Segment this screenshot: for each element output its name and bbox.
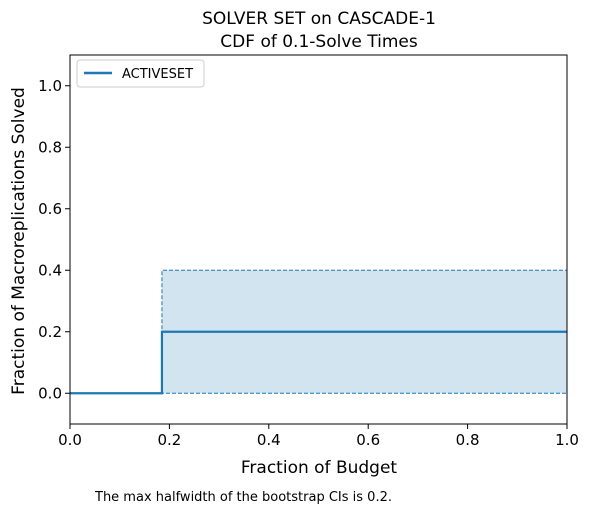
y-tick-label: 0.2 [38,323,62,341]
y-axis-label: Fraction of Macroreplications Solved [9,87,29,395]
legend: ACTIVESET [76,59,205,88]
x-tick-label: 0.8 [456,431,480,449]
series-layer [70,330,567,395]
chart-title-line-1: SOLVER SET on CASCADE-1 [202,9,436,29]
ci-halfwidth-note: The max halfwidth of the bootstrap CIs i… [94,490,392,505]
y-tick-label: 0.0 [38,384,62,402]
y-axis-ticks: 0.0 0.2 0.4 0.6 0.8 1.0 [38,77,70,402]
y-tick-label: 0.8 [38,138,62,156]
plot-area [69,54,568,425]
y-tick-label: 0.4 [38,261,62,279]
x-axis-ticks: 0.0 0.2 0.4 0.6 0.8 1.0 [58,424,579,449]
x-tick-label: 0.2 [157,431,181,449]
x-tick-label: 0.6 [356,431,380,449]
y-tick-label: 0.6 [38,200,62,218]
axes-frame [69,54,568,425]
x-tick-label: 0.4 [257,431,281,449]
chart-title-line-2: CDF of 0.1-Solve Times [220,32,418,52]
series-line-activeset [70,330,567,395]
legend-label-activeset: ACTIVESET [122,67,193,82]
x-tick-label: 0.0 [58,431,82,449]
x-tick-label: 1.0 [555,431,579,449]
legend-box [76,59,205,88]
y-tick-label: 1.0 [38,77,62,95]
x-axis-label: Fraction of Budget [241,458,398,478]
